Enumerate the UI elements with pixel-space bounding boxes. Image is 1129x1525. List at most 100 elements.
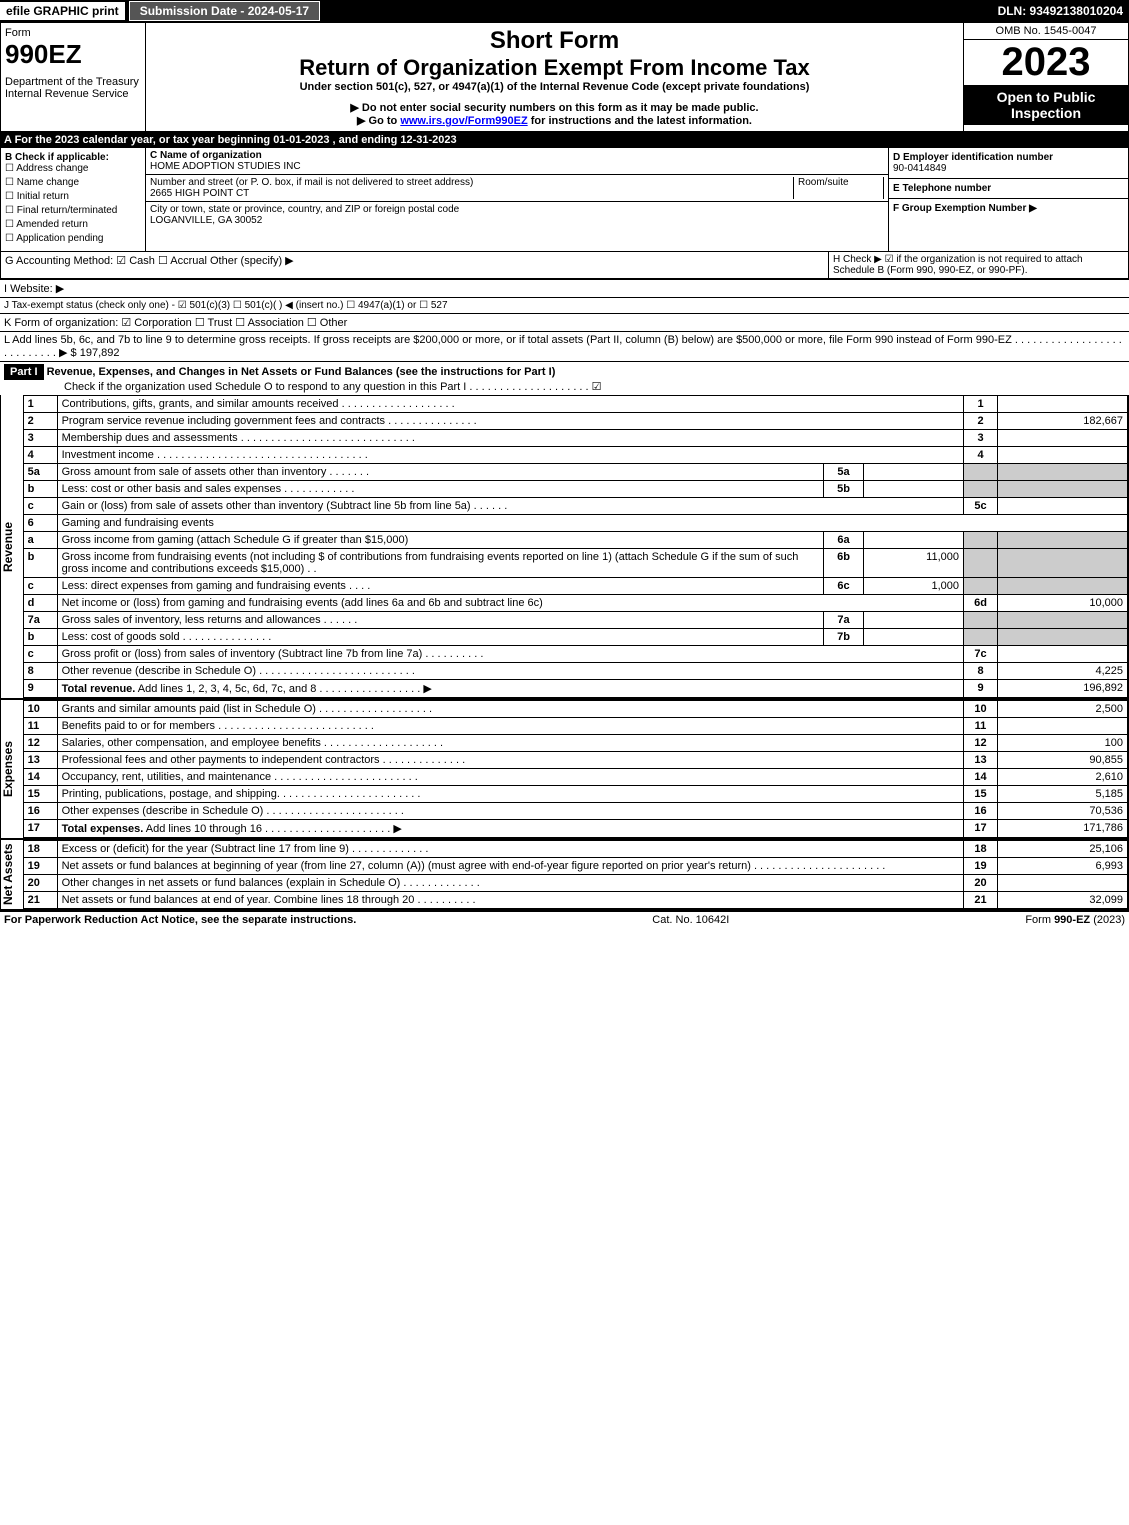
table-row: cGain or (loss) from sale of assets othe… <box>23 498 1127 515</box>
subline-num: 6c <box>824 578 864 595</box>
table-row: 18Excess or (deficit) for the year (Subt… <box>23 841 1127 858</box>
page-footer: For Paperwork Reduction Act Notice, see … <box>0 910 1129 928</box>
line-desc: Gaming and fundraising events <box>57 515 1127 532</box>
line-desc: Gross income from fundraising events (no… <box>57 549 823 578</box>
city-value: LOGANVILLE, GA 30052 <box>150 215 884 226</box>
table-row: 4Investment income . . . . . . . . . . .… <box>23 447 1127 464</box>
part-i-header: Part I Revenue, Expenses, and Changes in… <box>0 361 1129 395</box>
line-desc: Gross amount from sale of assets other t… <box>57 464 823 481</box>
result-line-num: 16 <box>964 803 998 820</box>
line-desc: Excess or (deficit) for the year (Subtra… <box>57 841 963 858</box>
irs-link[interactable]: www.irs.gov/Form990EZ <box>400 115 527 127</box>
result-value: 10,000 <box>998 595 1128 612</box>
city-label: City or town, state or province, country… <box>150 204 884 215</box>
line-number: 7a <box>23 612 57 629</box>
line-k: K Form of organization: ☑ Corporation ☐ … <box>0 313 1129 331</box>
line-desc: Less: direct expenses from gaming and fu… <box>57 578 823 595</box>
shaded-cell <box>964 464 998 481</box>
line-desc: Net assets or fund balances at end of ye… <box>57 892 963 909</box>
table-row: bLess: cost or other basis and sales exp… <box>23 481 1127 498</box>
cb-final-return[interactable]: ☐ Final return/terminated <box>5 205 141 216</box>
result-line-num: 11 <box>964 718 998 735</box>
cb-name-change[interactable]: ☐ Name change <box>5 177 141 188</box>
box-e: E Telephone number <box>889 179 1128 199</box>
line-l-value: 197,892 <box>80 347 120 359</box>
result-line-num: 15 <box>964 786 998 803</box>
box-e-label: E Telephone number <box>893 183 1124 194</box>
line-number: 3 <box>23 430 57 447</box>
line-number: 14 <box>23 769 57 786</box>
street-address: 2665 HIGH POINT CT <box>150 188 789 199</box>
line-desc: Net income or (loss) from gaming and fun… <box>57 595 963 612</box>
result-value: 5,185 <box>998 786 1128 803</box>
footer-right: Form 990-EZ (2023) <box>1025 914 1125 926</box>
dept-label: Department of the Treasury Internal Reve… <box>5 76 141 100</box>
ein-value: 90-0414849 <box>893 163 1124 174</box>
line-number: b <box>23 629 57 646</box>
line-desc: Contributions, gifts, grants, and simila… <box>57 396 963 413</box>
line-desc: Gross profit or (loss) from sales of inv… <box>57 646 963 663</box>
line-desc: Total expenses. Add lines 10 through 16 … <box>57 820 963 838</box>
revenue-section: Revenue 1Contributions, gifts, grants, a… <box>0 395 1129 698</box>
open-public-label: Open to Public Inspection <box>964 85 1128 125</box>
netassets-table: 18Excess or (deficit) for the year (Subt… <box>23 840 1128 909</box>
subline-num: 5b <box>824 481 864 498</box>
line-number: 20 <box>23 875 57 892</box>
line-desc: Benefits paid to or for members . . . . … <box>57 718 963 735</box>
line-number: 5a <box>23 464 57 481</box>
line-number: b <box>23 481 57 498</box>
box-b: B Check if applicable: ☐ Address change … <box>1 148 146 251</box>
subline-value: 1,000 <box>864 578 964 595</box>
header-left: Form 990EZ Department of the Treasury In… <box>1 23 146 131</box>
table-row: cGross profit or (loss) from sales of in… <box>23 646 1127 663</box>
result-line-num: 12 <box>964 735 998 752</box>
part-i-title: Revenue, Expenses, and Changes in Net As… <box>47 366 556 378</box>
revenue-side-label: Revenue <box>1 395 23 698</box>
subline-value <box>864 481 964 498</box>
line-number: 17 <box>23 820 57 838</box>
subline-value <box>864 532 964 549</box>
cb-initial-return[interactable]: ☐ Initial return <box>5 191 141 202</box>
table-row: 14Occupancy, rent, utilities, and mainte… <box>23 769 1127 786</box>
table-row: 11Benefits paid to or for members . . . … <box>23 718 1127 735</box>
dln-label: DLN: 93492138010204 <box>998 4 1129 18</box>
result-value <box>998 875 1128 892</box>
result-line-num: 10 <box>964 701 998 718</box>
line-desc: Gross sales of inventory, less returns a… <box>57 612 823 629</box>
line-desc: Gross income from gaming (attach Schedul… <box>57 532 823 549</box>
org-name: HOME ADOPTION STUDIES INC <box>150 161 884 172</box>
cb-pending[interactable]: ☐ Application pending <box>5 233 141 244</box>
line-number: 11 <box>23 718 57 735</box>
header-middle: Short Form Return of Organization Exempt… <box>146 23 963 131</box>
line-number: 6 <box>23 515 57 532</box>
org-name-cell: C Name of organization HOME ADOPTION STU… <box>146 148 888 175</box>
line-number: 19 <box>23 858 57 875</box>
subline-num: 5a <box>824 464 864 481</box>
table-row: bGross income from fundraising events (n… <box>23 549 1127 578</box>
footer-mid: Cat. No. 10642I <box>652 914 729 926</box>
line-desc: Less: cost or other basis and sales expe… <box>57 481 823 498</box>
line-desc: Other revenue (describe in Schedule O) .… <box>57 663 963 680</box>
line-number: 15 <box>23 786 57 803</box>
cb-address-change[interactable]: ☐ Address change <box>5 163 141 174</box>
expenses-section: Expenses 10Grants and similar amounts pa… <box>0 698 1129 838</box>
line-desc: Total revenue. Add lines 1, 2, 3, 4, 5c,… <box>57 680 963 698</box>
table-row: 6Gaming and fundraising events <box>23 515 1127 532</box>
omb-number: OMB No. 1545-0047 <box>964 23 1128 40</box>
result-value: 100 <box>998 735 1128 752</box>
table-row: 2Program service revenue including gover… <box>23 413 1127 430</box>
line-desc: Grants and similar amounts paid (list in… <box>57 701 963 718</box>
line-number: 12 <box>23 735 57 752</box>
footer-left: For Paperwork Reduction Act Notice, see … <box>4 914 356 926</box>
line-desc: Salaries, other compensation, and employ… <box>57 735 963 752</box>
cb-label: Address change <box>16 163 88 174</box>
cb-label: Final return/terminated <box>17 205 118 216</box>
line-desc: Investment income . . . . . . . . . . . … <box>57 447 963 464</box>
shaded-cell <box>998 481 1128 498</box>
cb-label: Initial return <box>17 191 69 202</box>
netassets-section: Net Assets 18Excess or (deficit) for the… <box>0 838 1129 910</box>
shaded-cell <box>998 629 1128 646</box>
line-a: A For the 2023 calendar year, or tax yea… <box>0 132 1129 148</box>
subline-num: 7a <box>824 612 864 629</box>
cb-amended[interactable]: ☐ Amended return <box>5 219 141 230</box>
